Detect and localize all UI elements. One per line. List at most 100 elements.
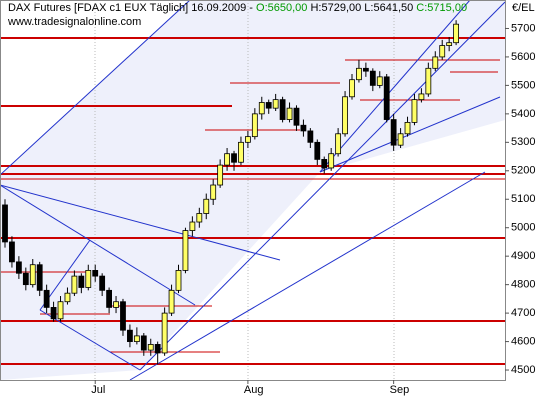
candle-body <box>279 99 286 120</box>
trend-line <box>319 96 501 173</box>
candle-body <box>133 335 140 342</box>
low-text: L:5641,50 <box>364 2 413 14</box>
candle-body <box>293 107 300 126</box>
candle-body <box>411 99 418 123</box>
candle-body <box>92 270 99 277</box>
y-tick-label: 5100 <box>511 193 535 205</box>
y-tick-label: 5400 <box>511 108 535 120</box>
y-tick-label: 4500 <box>511 364 535 376</box>
candle-body <box>217 164 224 186</box>
candle-body <box>328 153 335 169</box>
candle-body <box>154 344 161 354</box>
candle-body <box>362 67 369 72</box>
candle-body <box>314 141 321 160</box>
candle-body <box>85 270 92 288</box>
y-tick-label: 5700 <box>511 22 535 34</box>
trend-line <box>319 0 471 173</box>
high-text: H:5729,00 <box>310 2 361 14</box>
candle-body <box>127 329 133 342</box>
candle-body <box>390 119 397 146</box>
y-tick-label: 5600 <box>511 51 535 63</box>
candle-body <box>120 301 126 331</box>
source: www.tradesignalonline.com <box>7 16 141 28</box>
unit-label: €/EL <box>512 2 535 14</box>
candle-body <box>453 23 460 44</box>
candle-body <box>210 184 217 200</box>
candle-body <box>168 289 175 314</box>
candle-body <box>418 93 425 101</box>
candle-body <box>140 335 147 351</box>
trend-line <box>0 184 281 261</box>
candle-body <box>369 70 376 86</box>
support-lines <box>0 37 505 365</box>
candle-body <box>272 99 279 109</box>
chart-title: DAX Futures [FDAX c1 EUX Täglich] 16.09.… <box>8 2 467 14</box>
candle-body <box>22 272 29 286</box>
candle-body <box>265 102 272 109</box>
candle-body <box>50 307 57 320</box>
close-text: C:5715,00 <box>416 2 467 14</box>
channel-shade <box>0 0 505 380</box>
plot-frame <box>0 0 506 381</box>
candle-body <box>57 301 64 320</box>
trend-line <box>139 1 506 371</box>
x-tick-label: Jul <box>91 384 105 396</box>
open-text: O:5650,00 <box>256 2 307 14</box>
x-tick-label: Sep <box>390 384 410 396</box>
candle-body <box>439 45 446 58</box>
candle-body <box>78 275 85 288</box>
candle-body <box>196 213 203 223</box>
y-tick-label: 4900 <box>511 250 535 262</box>
y-tick-label: 5300 <box>511 136 535 148</box>
candle-body <box>106 289 112 308</box>
candle-body <box>383 76 390 120</box>
trend-line <box>129 171 486 381</box>
trend-line <box>39 309 141 371</box>
candle-body <box>147 344 154 351</box>
candle-body <box>404 121 411 135</box>
candle-body <box>29 264 36 286</box>
candle-body <box>300 124 307 132</box>
y-tick-label: 5000 <box>511 222 535 234</box>
candle-body <box>36 264 43 291</box>
y-tick-label: 4700 <box>511 307 535 319</box>
candle-body <box>161 312 168 354</box>
candle-body <box>99 275 106 291</box>
candle-body <box>71 275 78 294</box>
candle-body <box>15 261 22 274</box>
candle-body <box>342 96 348 135</box>
candle-body <box>251 113 258 138</box>
candle-body <box>64 292 71 303</box>
candle-body <box>189 221 196 231</box>
candle-body <box>2 204 8 243</box>
candle-body <box>321 159 328 169</box>
candle-body <box>231 153 237 163</box>
candle-body <box>175 270 182 291</box>
candle-body <box>182 230 189 271</box>
y-tick-label: 4600 <box>511 335 535 347</box>
candle-body <box>376 76 383 86</box>
title: DAX Futures [FDAX c1 EUX Täglich] 16.09.… <box>8 2 256 14</box>
x-tick-label: Aug <box>244 384 264 396</box>
candle-body <box>397 133 404 146</box>
y-tick-label: 5200 <box>511 165 535 177</box>
candle-body <box>425 67 432 95</box>
vertical-grid <box>94 0 395 380</box>
candles <box>2 20 460 365</box>
y-tick-label: 5500 <box>511 79 535 91</box>
candle-body <box>238 141 244 163</box>
candle-body <box>43 289 50 308</box>
candle-body <box>446 42 453 46</box>
y-tick-label: 4800 <box>511 279 535 291</box>
candle-body <box>113 301 119 308</box>
candle-body <box>307 130 314 143</box>
candle-body <box>349 79 355 98</box>
candle-body <box>356 67 362 81</box>
candle-body <box>335 133 342 155</box>
candle-body <box>224 153 230 166</box>
candle-body <box>203 198 210 214</box>
candle-body <box>9 241 15 263</box>
trend-line <box>0 0 191 176</box>
candle-body <box>286 107 293 120</box>
